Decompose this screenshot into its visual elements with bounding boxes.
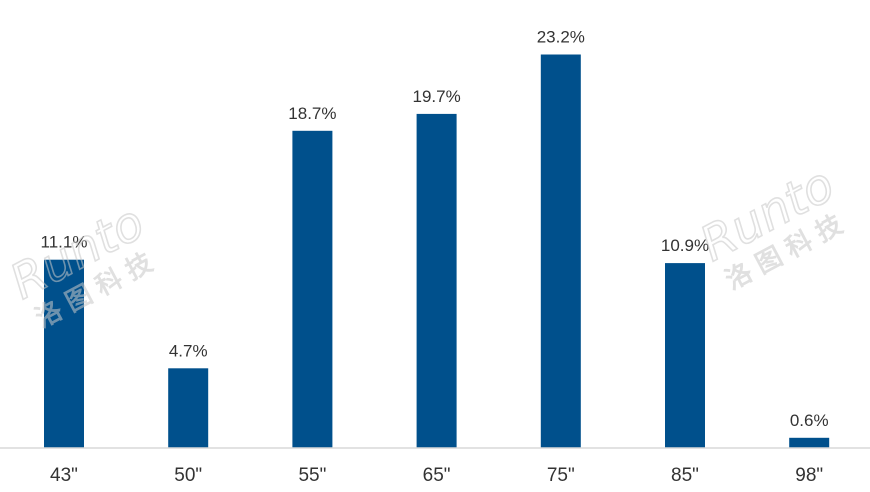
bar-4 [540, 54, 581, 448]
bar-3 [416, 113, 457, 449]
value-label-3: 19.7% [412, 87, 460, 106]
x-tick-labels-group: 43" 50" 55" 65" 75" 85" 98" [50, 465, 823, 486]
x-tick-label-4: 75" [547, 465, 575, 486]
value-label-5: 10.9% [661, 236, 709, 255]
x-tick-label-0: 43" [50, 465, 78, 486]
watermark-right: Runto 洛图科技 [691, 156, 855, 297]
x-tick-label-6: 98" [795, 465, 823, 486]
value-label-6: 0.6% [790, 411, 829, 430]
value-label-0: 11.1% [41, 233, 88, 252]
x-tick-label-5: 85" [671, 465, 699, 486]
value-label-4: 23.2% [537, 28, 585, 47]
value-labels-group: 11.1% 4.7% 18.7% 19.7% 23.2% 10.9% 0.6% [41, 28, 829, 430]
watermark-left: Runto 洛图科技 [1, 194, 165, 335]
bars-group [44, 54, 830, 449]
x-tick-label-1: 50" [174, 465, 202, 486]
bar-1 [168, 368, 209, 448]
bar-2 [292, 130, 333, 449]
bar-0 [44, 259, 84, 448]
bar-5 [665, 263, 705, 448]
x-tick-label-3: 65" [423, 465, 451, 486]
bar-6 [789, 437, 830, 448]
x-tick-label-2: 55" [298, 465, 326, 486]
value-label-2: 18.7% [288, 104, 336, 123]
value-label-1: 4.7% [169, 341, 208, 360]
